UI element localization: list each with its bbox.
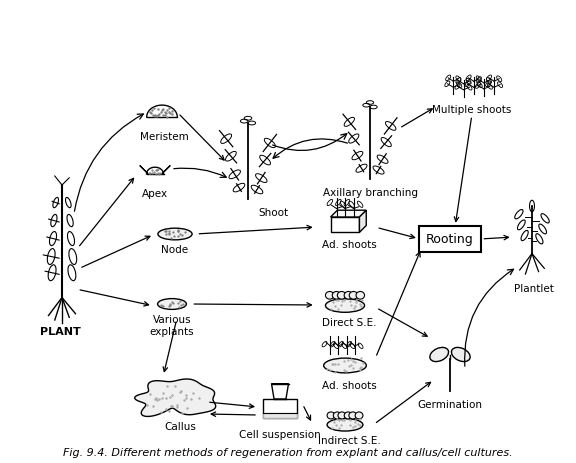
Text: Apex: Apex — [142, 188, 168, 199]
Ellipse shape — [325, 292, 334, 300]
Text: Meristem: Meristem — [139, 131, 188, 142]
Ellipse shape — [338, 412, 346, 419]
Ellipse shape — [356, 292, 365, 300]
Ellipse shape — [325, 299, 365, 313]
Polygon shape — [140, 166, 148, 175]
Ellipse shape — [324, 358, 366, 373]
Ellipse shape — [344, 412, 352, 419]
Ellipse shape — [344, 292, 353, 300]
Ellipse shape — [327, 412, 335, 419]
Polygon shape — [271, 384, 289, 399]
Text: Indirect S.E.: Indirect S.E. — [317, 435, 380, 445]
Ellipse shape — [334, 412, 341, 419]
Text: Germination: Germination — [418, 399, 483, 409]
Text: Rooting: Rooting — [426, 233, 474, 246]
Polygon shape — [135, 379, 215, 417]
Polygon shape — [359, 211, 366, 233]
Ellipse shape — [430, 348, 449, 362]
Polygon shape — [263, 413, 297, 418]
Text: Fig. 9.4. Different methods of regeneration from explant and callus/cell culture: Fig. 9.4. Different methods of regenerat… — [63, 447, 513, 457]
Text: PLANT: PLANT — [40, 326, 81, 336]
Text: Callus: Callus — [164, 421, 196, 431]
Text: Axillary branching: Axillary branching — [323, 188, 418, 198]
Text: Direct S.E.: Direct S.E. — [322, 317, 376, 327]
Polygon shape — [162, 166, 170, 175]
Text: Ad. shoots: Ad. shoots — [321, 239, 376, 250]
Text: Various
explants: Various explants — [150, 314, 194, 336]
Text: Shoot: Shoot — [258, 207, 288, 218]
Text: Cell suspension: Cell suspension — [239, 429, 321, 439]
Ellipse shape — [332, 292, 341, 300]
Ellipse shape — [158, 299, 187, 310]
Text: Ad. shoots: Ad. shoots — [321, 380, 376, 390]
Text: Multiple shoots: Multiple shoots — [433, 105, 511, 115]
FancyBboxPatch shape — [419, 226, 481, 252]
Ellipse shape — [338, 292, 346, 300]
Ellipse shape — [158, 229, 192, 240]
Text: Node: Node — [161, 244, 188, 255]
Ellipse shape — [327, 419, 363, 431]
Ellipse shape — [349, 292, 358, 300]
Ellipse shape — [452, 348, 470, 362]
Ellipse shape — [355, 412, 363, 419]
Polygon shape — [263, 399, 297, 418]
Ellipse shape — [349, 412, 357, 419]
Text: Plantlet: Plantlet — [514, 283, 554, 294]
Polygon shape — [331, 211, 366, 218]
Bar — [331, 218, 359, 233]
